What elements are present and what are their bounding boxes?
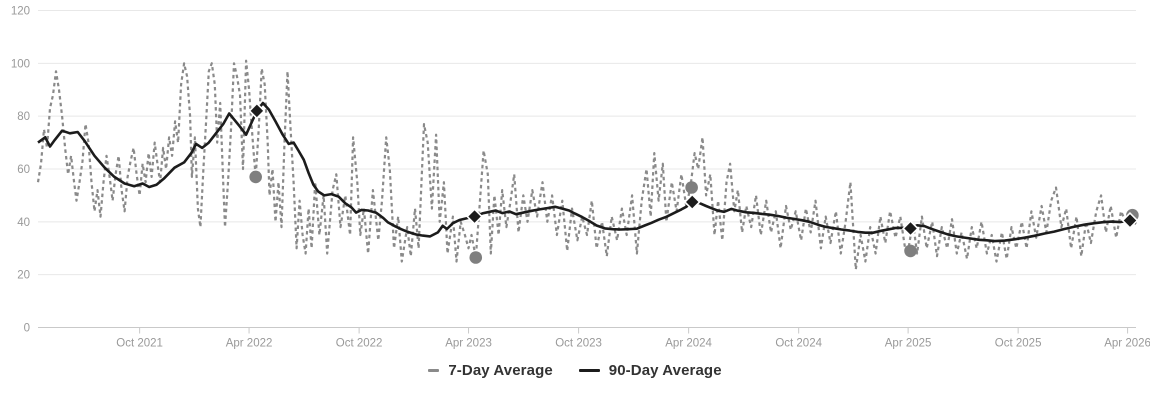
event-marker-circle[interactable] [904, 244, 917, 258]
event-marker-diamond[interactable] [466, 208, 484, 226]
legend-label: 90-Day Average [608, 362, 722, 379]
x-axis-label: Apr 2022 [226, 338, 273, 350]
legend-label: 7-Day Average [448, 362, 553, 379]
event-marker-diamond[interactable] [902, 219, 919, 237]
x-axis-label: Oct 2023 [555, 338, 602, 350]
x-axis-label: Oct 2024 [775, 338, 822, 350]
event-marker-diamond[interactable] [248, 102, 266, 120]
y-axis-label: 120 [11, 6, 30, 18]
x-axis-label: Apr 2025 [885, 338, 932, 350]
event-marker-diamond[interactable] [1121, 212, 1139, 229]
legend-item-90-day-average[interactable]: 90-Day Average [578, 362, 722, 379]
event-marker-circle[interactable] [685, 181, 698, 194]
x-axis-label: Apr 2024 [665, 338, 712, 350]
x-axis-label: Oct 2022 [336, 338, 383, 350]
series-line-90-day [37, 101, 1137, 243]
y-axis-label: 20 [17, 270, 30, 282]
x-axis-label: Apr 2023 [445, 338, 492, 350]
y-axis-label: 0 [24, 323, 30, 335]
y-axis-label: 100 [11, 58, 30, 70]
x-axis-label: Oct 2025 [995, 338, 1042, 350]
y-axis-label: 60 [17, 164, 30, 176]
event-marker-circle[interactable] [469, 251, 483, 264]
y-axis-label: 40 [17, 217, 30, 229]
chart-legend: 7-Day Average 90-Day Average [0, 362, 1150, 379]
x-axis-label: Apr 2026 [1104, 338, 1150, 350]
dashed-line-swatch-icon [428, 369, 440, 372]
event-marker-circle[interactable] [249, 170, 262, 184]
solid-line-swatch-icon [578, 368, 600, 373]
series-line-7-day [36, 59, 1137, 271]
y-axis-label: 80 [17, 111, 30, 123]
event-marker-diamond[interactable] [683, 193, 701, 211]
legend-item-7-day-average[interactable]: 7-Day Average [428, 362, 553, 379]
x-axis-label: Oct 2021 [116, 338, 163, 350]
